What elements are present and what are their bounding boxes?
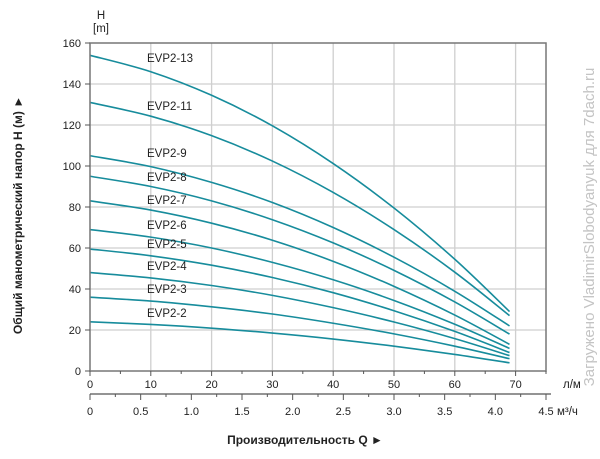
y-axis-title: Общий манометрический напор H (м) ► xyxy=(11,96,25,334)
y-tick-label: 40 xyxy=(69,284,81,296)
curves xyxy=(89,54,511,364)
curve-label-evp2-8: EVP2-8 xyxy=(147,172,187,184)
x-secondary-tick-label: 4.5 xyxy=(538,406,553,418)
x-secondary-tick-label: 1.0 xyxy=(184,406,199,418)
curve-evp2-8 xyxy=(89,175,510,335)
x-unit-secondary: м³/ч xyxy=(557,406,578,418)
y-tick-label: 0 xyxy=(75,366,81,378)
curve-label-evp2-6: EVP2-6 xyxy=(147,220,187,232)
x-tick-label: 0 xyxy=(87,379,93,391)
y-tick-label: 20 xyxy=(69,325,81,337)
x-axis-secondary: 0 0.5 1.0 1.5 2.0 2.5 3.0 3.5 4.0 4.5 xyxy=(87,393,554,418)
y-unit-bottom: [m] xyxy=(93,23,109,35)
curve-labels: EVP2-13 EVP2-11 EVP2-9 EVP2-8 EVP2-7 EVP2-6 EV… xyxy=(147,53,193,320)
y-tick-label: 100 xyxy=(63,161,81,173)
curve-evp2-4 xyxy=(89,271,510,357)
y-axis: 0 20 40 60 80 100 120 140 160 xyxy=(63,38,90,378)
curve-label-evp2-13: EVP2-13 xyxy=(147,53,193,65)
curve-evp2-6 xyxy=(89,228,510,350)
curve-evp2-3 xyxy=(89,296,510,360)
x-secondary-tick-label: 0 xyxy=(87,406,93,418)
y-tick-label: 60 xyxy=(69,243,81,255)
x-tick-label: 40 xyxy=(327,379,339,391)
x-secondary-tick-label: 0.5 xyxy=(133,406,148,418)
grid xyxy=(90,43,546,371)
curve-label-evp2-9: EVP2-9 xyxy=(147,148,187,160)
curve-evp2-2 xyxy=(89,321,510,364)
y-tick-label: 140 xyxy=(63,79,81,91)
curve-evp2-11 xyxy=(89,101,511,317)
x-secondary-tick-label: 4.0 xyxy=(488,406,503,418)
x-secondary-tick-label: 3.5 xyxy=(437,406,452,418)
y-unit-top: H xyxy=(97,10,105,22)
x-tick-label: 70 xyxy=(509,379,521,391)
y-tick-label: 80 xyxy=(69,202,81,214)
x-unit-primary: л/м xyxy=(563,379,581,391)
y-tick-label: 120 xyxy=(63,120,81,132)
x-secondary-tick-label: 2.0 xyxy=(285,406,300,418)
curve-label-evp2-11: EVP2-11 xyxy=(147,101,192,113)
curve-label-evp2-2: EVP2-2 xyxy=(147,308,187,320)
x-axis-primary: 0 10 20 30 40 50 60 70 xyxy=(87,371,547,391)
curve-evp2-5 xyxy=(89,248,510,354)
x-secondary-tick-label: 3.0 xyxy=(386,406,401,418)
curve-evp2-7 xyxy=(89,200,510,346)
x-tick-label: 10 xyxy=(145,379,157,391)
curve-label-evp2-5: EVP2-5 xyxy=(147,239,187,251)
curve-label-evp2-3: EVP2-3 xyxy=(147,284,187,296)
x-tick-label: 50 xyxy=(388,379,400,391)
x-secondary-tick-label: 1.5 xyxy=(234,406,249,418)
x-tick-label: 20 xyxy=(205,379,217,391)
x-axis-title: Производительность Q ► xyxy=(227,433,383,447)
x-tick-label: 30 xyxy=(266,379,278,391)
curve-evp2-13 xyxy=(89,54,511,313)
curve-label-evp2-4: EVP2-4 xyxy=(147,261,187,273)
watermark: Загружено VladimirSlobodyanyuk для 7dach… xyxy=(581,68,598,387)
curve-label-evp2-7: EVP2-7 xyxy=(147,195,187,207)
curve-evp2-9 xyxy=(89,154,510,327)
x-tick-label: 60 xyxy=(449,379,461,391)
x-secondary-tick-label: 2.5 xyxy=(336,406,351,418)
y-tick-label: 160 xyxy=(63,38,81,50)
